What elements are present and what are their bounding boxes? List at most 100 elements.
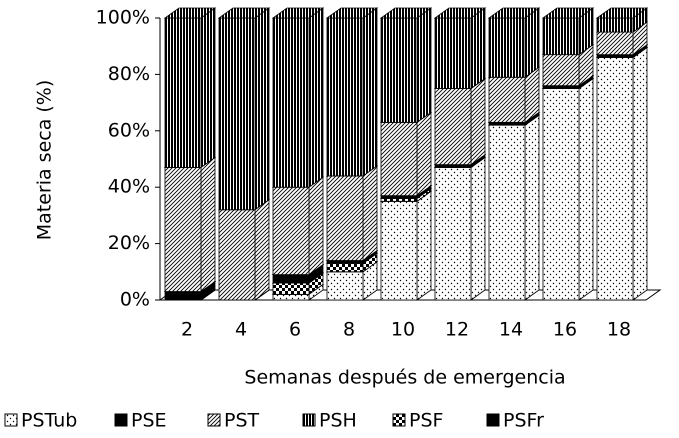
bar-face <box>542 85 580 89</box>
y-tick-label: 0% <box>120 289 150 311</box>
y-tick-label: 20% <box>108 232 150 254</box>
x-tick-label: 18 <box>607 319 631 341</box>
bar-face <box>218 209 256 301</box>
x-tick-label: 14 <box>499 319 523 341</box>
bar-face <box>487 7 541 19</box>
bar-face <box>254 198 270 301</box>
x-tick-label: 4 <box>235 319 247 341</box>
legend-label: PSF <box>409 410 443 432</box>
bar-face <box>163 7 217 19</box>
bar-face <box>488 76 526 123</box>
bar-segment <box>433 77 487 166</box>
bar-face <box>271 7 325 19</box>
bar-face <box>326 175 364 261</box>
bar-segment <box>325 165 379 262</box>
bar-face <box>524 7 540 78</box>
bar-face <box>272 186 310 276</box>
legend-label: PSH <box>319 410 357 432</box>
bar-face <box>272 293 310 301</box>
bar-face <box>254 7 270 211</box>
bar-face <box>434 164 472 168</box>
legend-label: PSFr <box>503 410 544 432</box>
bar-face <box>272 274 310 284</box>
bar-face <box>416 190 432 301</box>
bar-face <box>470 7 486 90</box>
legend-label: PST <box>224 410 260 432</box>
x-tick-label: 16 <box>553 319 577 341</box>
bar-segment <box>325 7 379 177</box>
bar-segment <box>487 114 541 301</box>
bar-face <box>272 282 310 295</box>
bar-face <box>488 121 526 126</box>
bar-face <box>596 54 634 58</box>
bar-segment <box>271 7 325 188</box>
bar-face <box>164 167 202 292</box>
bar-face <box>488 17 526 78</box>
legend-swatch <box>207 413 221 427</box>
bar-segment <box>379 190 433 301</box>
bar-face <box>380 198 418 202</box>
bar-segment <box>163 156 217 293</box>
bar-face <box>488 124 526 301</box>
bar-face <box>326 271 364 301</box>
bar-segment <box>379 7 433 124</box>
legend-swatch <box>486 413 500 427</box>
bar-face <box>596 31 634 56</box>
x-axis-label: Semanas después de emergencia <box>244 367 565 389</box>
bar-face <box>308 176 324 276</box>
legend-swatch <box>4 413 18 427</box>
bar-segment <box>433 156 487 301</box>
bar-segment <box>163 7 217 169</box>
x-tick-label: 2 <box>181 319 193 341</box>
x-tick-label: 10 <box>391 319 415 341</box>
bar-segment <box>595 46 649 301</box>
legend-swatch <box>392 413 406 427</box>
x-tick-label: 12 <box>445 319 469 341</box>
bar-face <box>380 121 418 197</box>
x-tick-label: 6 <box>289 319 301 341</box>
bar-face <box>470 77 486 166</box>
y-tick-label: 40% <box>108 176 150 198</box>
bar-face <box>416 7 432 124</box>
bar-segment <box>217 7 271 211</box>
bar-face <box>380 200 418 301</box>
bar-face <box>326 260 364 264</box>
bar-face <box>325 7 379 19</box>
bar-face <box>542 54 580 87</box>
bar-segment <box>487 7 541 78</box>
bar-segment <box>595 7 649 33</box>
bar-face <box>362 165 378 262</box>
legend-label: PSTub <box>21 410 77 432</box>
bar-face <box>379 7 433 19</box>
bar-face <box>596 17 634 33</box>
bar-segment <box>433 7 487 90</box>
bar-face <box>632 46 648 301</box>
bar-face <box>434 17 472 89</box>
bar-face <box>596 57 634 301</box>
y-axis-label: Materia seca (%) <box>34 80 56 241</box>
bar-face <box>595 7 649 19</box>
bar-face <box>416 111 432 197</box>
bar-segment <box>379 111 433 197</box>
bar-segment <box>541 43 595 87</box>
bar-face <box>578 77 594 301</box>
bar-face <box>200 156 216 293</box>
bar-face <box>380 17 418 123</box>
legend-swatch <box>114 413 128 427</box>
bar-face <box>380 195 418 199</box>
y-tick-label: 100% <box>96 7 150 29</box>
bar-segment <box>217 198 271 301</box>
legend-label: PSE <box>131 410 167 432</box>
bar-face <box>542 17 580 56</box>
bar-face <box>308 7 324 188</box>
y-tick-label: 80% <box>108 63 150 85</box>
bar-face <box>434 88 472 166</box>
bar-segment <box>541 7 595 56</box>
bar-face <box>217 7 271 19</box>
bar-face <box>362 7 378 177</box>
bar-face <box>326 262 364 273</box>
bar-face <box>542 88 580 301</box>
y-tick-label: 60% <box>108 119 150 141</box>
bar-segment <box>541 77 595 301</box>
bar-face <box>541 7 595 19</box>
